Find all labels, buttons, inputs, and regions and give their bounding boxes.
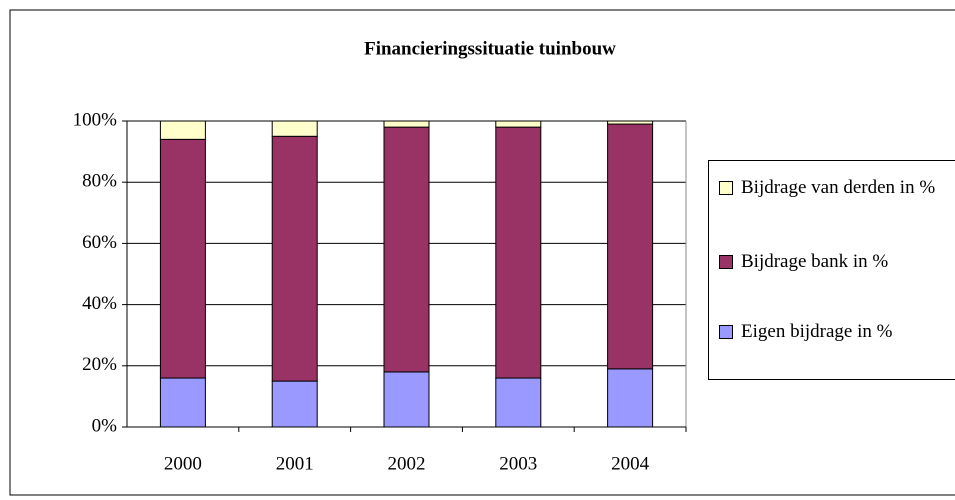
- legend-swatch: [719, 181, 733, 195]
- bar-segment: [383, 126, 430, 373]
- legend: Bijdrage van derden in % Bijdrage bank in…: [708, 160, 955, 380]
- bar-segment: [495, 377, 542, 428]
- legend-swatch: [719, 325, 733, 339]
- legend-entry: Bijdrage van derden in %: [719, 175, 949, 200]
- x-tick-label: 2001: [276, 453, 314, 474]
- bar-segment: [271, 380, 318, 428]
- bar-segment: [607, 120, 654, 125]
- y-tick-label: 60%: [82, 232, 117, 253]
- legend-entry: Bijdrage bank in %: [719, 249, 949, 274]
- bar-segment: [271, 120, 318, 137]
- x-tick-label: 2004: [611, 453, 650, 474]
- x-tick-label: 2002: [388, 453, 426, 474]
- y-tick-label: 40%: [82, 293, 117, 314]
- y-tick-label: 80%: [82, 171, 117, 192]
- bar-segment: [607, 368, 654, 428]
- bar-segment: [495, 120, 542, 128]
- legend-label: Eigen bijdrage in %: [741, 321, 893, 342]
- bar-segment: [159, 120, 206, 140]
- chart-title: Financieringssituatie tuinbouw: [364, 38, 616, 59]
- legend-entry: Eigen bijdrage in %: [719, 319, 949, 344]
- x-tick-label: 2003: [499, 453, 537, 474]
- legend-label: Bijdrage van derden in %: [741, 177, 936, 198]
- y-tick-label: 100%: [73, 109, 118, 130]
- x-tick-label: 2000: [164, 453, 202, 474]
- y-tick-label: 20%: [82, 354, 117, 375]
- legend-label: Bijdrage bank in %: [741, 251, 889, 272]
- bar-segment: [495, 126, 542, 379]
- bar-segment: [159, 138, 206, 379]
- bar-segment: [607, 123, 654, 370]
- legend-swatch: [719, 255, 733, 269]
- bar-segment: [383, 371, 430, 428]
- bar-segment: [383, 120, 430, 128]
- bar-segment: [271, 135, 318, 382]
- bar-segment: [159, 377, 206, 428]
- y-tick-label: 0%: [92, 415, 118, 436]
